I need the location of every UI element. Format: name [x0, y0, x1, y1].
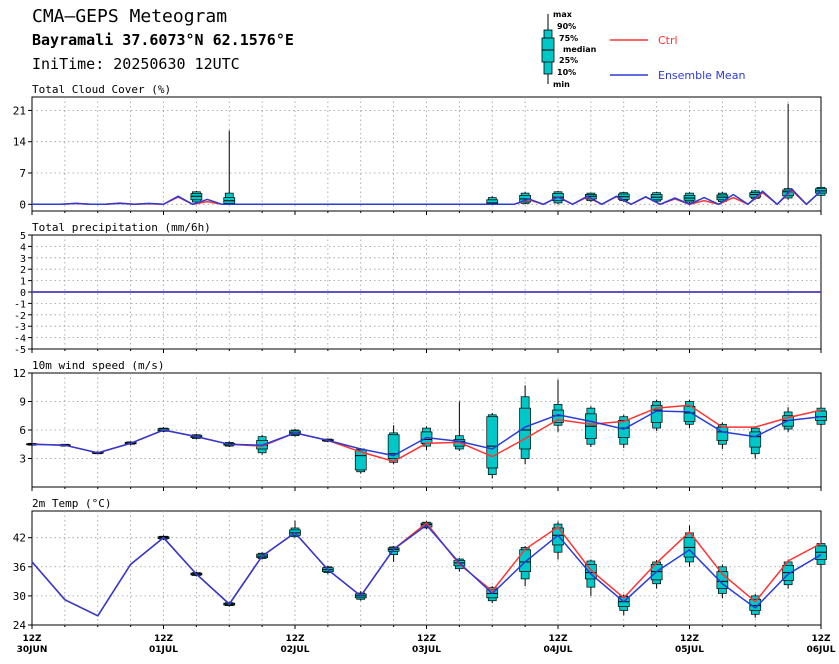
xtick-label-top: 12Z: [548, 634, 568, 644]
xtick-label-bottom: 06JUL: [807, 645, 836, 655]
mean-line: [31, 410, 822, 457]
box-inner: [552, 527, 564, 546]
xtick-label-top: 12Z: [680, 634, 700, 644]
box-inner: [716, 571, 729, 589]
legend-label-2: 75%: [559, 34, 578, 43]
legend-label-4: 25%: [559, 56, 578, 65]
ytick-label: 2: [20, 265, 26, 276]
ytick-label: 7: [19, 167, 26, 180]
ytick-label: 3: [20, 254, 26, 265]
ytick-label: 1: [20, 277, 26, 288]
xtick-label-top: 12Z: [417, 634, 437, 644]
xtick-label-top: 12Z: [285, 634, 305, 644]
ytick-label: 0: [20, 288, 26, 299]
ytick-label: 24: [13, 619, 27, 632]
mean-line: [32, 188, 822, 206]
init-time-label: IniTime: 20250630 12UTC: [32, 55, 240, 73]
legend-label-6: min: [553, 80, 570, 89]
chart-title: CMA—GEPS Meteogram: [32, 6, 228, 27]
box-inner: [486, 416, 499, 469]
ytick-label: 21: [13, 104, 26, 117]
ytick-label: 6: [19, 424, 26, 437]
panel-title-0: Total Cloud Cover (%): [32, 83, 171, 96]
panel-title-2: 10m wind speed (m/s): [32, 359, 164, 372]
ytick-label: 3: [19, 453, 26, 466]
ytick-label: 5: [20, 231, 26, 242]
ytick-label: -5: [14, 345, 26, 356]
ytick-label: 42: [13, 532, 26, 545]
legend-label-1: 90%: [557, 22, 576, 31]
xtick-label-top: 12Z: [154, 634, 174, 644]
panel-title-1: Total precipitation (mm/6h): [32, 221, 211, 234]
box-inner: [354, 449, 367, 471]
legend-label-5: 10%: [557, 68, 576, 77]
panel-frame-0: [31, 96, 822, 212]
box-inner: [585, 564, 597, 580]
mean-line: [31, 524, 822, 617]
ytick-label: 30: [13, 590, 26, 603]
box-inner: [815, 410, 827, 421]
xtick-label-top: 12Z: [811, 634, 831, 644]
ytick-label: 14: [13, 136, 27, 149]
location-label: Bayramali 37.6073°N 62.1576°E: [32, 31, 294, 49]
xtick-label-bottom: 02JUL: [281, 645, 310, 655]
ytick-label: -2: [14, 311, 26, 322]
box-inner: [683, 405, 696, 422]
box-inner: [519, 407, 531, 450]
box-inner: [387, 434, 400, 459]
xtick-label-bottom: 30JUN: [17, 645, 48, 655]
ytick-label: 0: [19, 198, 26, 211]
legend-label-3: median: [563, 45, 597, 54]
box-inner: [749, 598, 762, 611]
ytick-label: 4: [20, 242, 26, 253]
legend-ctrl-label: Ctrl: [658, 34, 678, 47]
xtick-label-top: 12Z: [22, 634, 42, 644]
ytick-label: 9: [19, 396, 26, 409]
ytick-label: 36: [13, 561, 26, 574]
panel-title-3: 2m Temp (°C): [32, 497, 111, 510]
ytick-label: -3: [14, 322, 26, 333]
xtick-label-bottom: 03JUL: [412, 645, 441, 655]
ytick-label: -4: [14, 334, 26, 345]
xtick-label-bottom: 04JUL: [544, 645, 573, 655]
xtick-label-bottom: 05JUL: [675, 645, 704, 655]
legend-label-0: max: [553, 10, 573, 19]
legend-mean-label: Ensemble Mean: [658, 69, 745, 82]
ytick-label: 12: [13, 367, 26, 380]
ytick-label: -1: [14, 299, 26, 310]
box-inner: [749, 431, 762, 448]
xtick-label-bottom: 01JUL: [149, 645, 178, 655]
